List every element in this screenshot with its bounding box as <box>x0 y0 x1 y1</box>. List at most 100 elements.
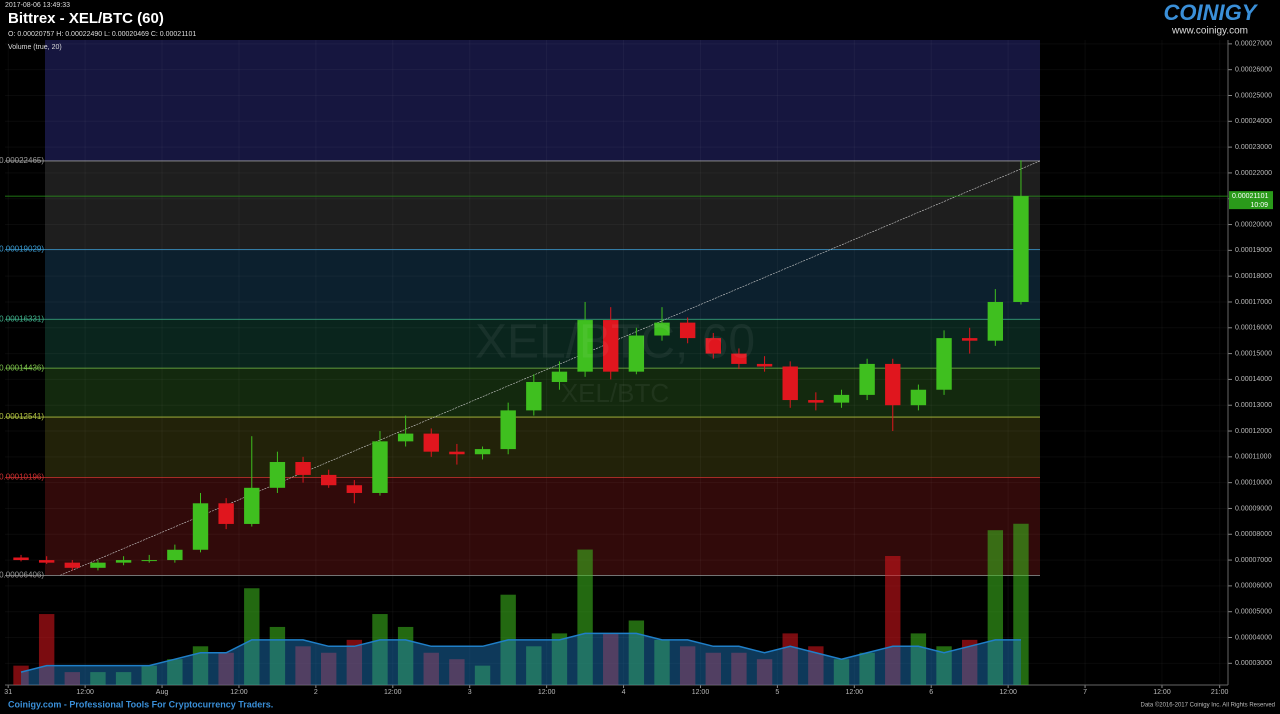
volume-bar <box>1013 523 1029 685</box>
x-tick-label: 12:00 <box>76 689 94 696</box>
candle-body <box>910 389 927 406</box>
candle-body <box>936 338 952 390</box>
x-tick-label: 31 <box>4 689 12 696</box>
y-tick-label: 0.00025000 <box>1235 92 1272 99</box>
last-price-box <box>1229 191 1273 210</box>
candle-body <box>654 322 670 336</box>
volume-bar <box>244 588 260 685</box>
indicator-label: Volume (true, 20) <box>8 44 62 51</box>
x-tick-label: 12:00 <box>384 689 402 696</box>
candle-body <box>551 371 568 382</box>
volume-ma-line <box>20 632 1021 673</box>
countdown: 10:09 <box>1250 202 1268 209</box>
y-tick-label: 0.00026000 <box>1235 67 1272 74</box>
candle-body <box>90 562 106 568</box>
volume-bar <box>90 672 106 685</box>
volume-bar <box>526 646 542 685</box>
volume-ma-area <box>21 633 1021 685</box>
y-tick-label: 0.00014000 <box>1235 376 1272 383</box>
candle-body <box>628 335 645 372</box>
x-tick-label: 7 <box>1083 689 1087 696</box>
y-tick-label: 0.00011000 <box>1235 454 1272 461</box>
volume-bar <box>321 652 337 685</box>
candle-body <box>731 353 747 364</box>
volume-bar <box>64 672 80 685</box>
x-tick-label: 12:00 <box>230 689 248 696</box>
x-tick-label: 12:00 <box>846 689 864 696</box>
volume-bar <box>577 549 593 685</box>
y-tick-label: 0.00004000 <box>1235 634 1272 641</box>
y-tick-label: 0.00005000 <box>1235 609 1272 616</box>
volume-bar <box>782 633 798 685</box>
volume-bar <box>449 659 465 685</box>
candle-body <box>987 301 1004 341</box>
watermark-sub: XEL/BTC <box>561 378 669 408</box>
y-tick-label: 0.00010000 <box>1235 479 1272 486</box>
candle-body <box>141 560 157 562</box>
volume-bar <box>474 665 491 685</box>
candle-body <box>705 338 721 354</box>
y-tick-label: 0.00016000 <box>1235 325 1272 332</box>
candle-body <box>423 433 439 452</box>
y-tick-label: 0.00006000 <box>1235 583 1272 590</box>
y-tick-label: 0.00009000 <box>1235 505 1272 512</box>
x-tick-label: 12:00 <box>692 689 710 696</box>
volume-bar <box>885 556 901 685</box>
x-tick-label: 12:00 <box>999 689 1017 696</box>
volume-bar <box>859 652 875 685</box>
y-tick-label: 0.00008000 <box>1235 531 1272 538</box>
candle-body <box>679 322 696 339</box>
volume-bar <box>987 530 1004 685</box>
candle-body <box>474 449 491 455</box>
logo-url: www.coinigy.com <box>1171 26 1248 37</box>
timestamp: 2017-08-06 13:49:33 <box>5 2 70 9</box>
volume-bar <box>115 672 132 685</box>
candle-body <box>833 394 850 403</box>
ohlc-text: O: 0.00020757 H: 0.00022490 L: 0.0002046… <box>8 31 196 38</box>
candle-body <box>372 441 388 493</box>
candle-body <box>167 549 183 561</box>
fib-label: (0.00022465) <box>0 156 44 165</box>
x-tick-label: 3 <box>468 689 472 696</box>
y-tick-label: 0.00017000 <box>1235 299 1272 306</box>
candle-body <box>218 503 234 524</box>
volume-bar <box>731 652 747 685</box>
footer-right: Data ©2016-2017 Coinigy Inc. All Rights … <box>1141 702 1276 709</box>
fib-band <box>45 160 1040 250</box>
volume-bar <box>218 652 234 685</box>
volume-bar <box>961 639 978 685</box>
candle-body <box>295 461 311 475</box>
candle-body <box>859 363 875 395</box>
volume-bar <box>808 646 824 685</box>
volume-bar <box>372 614 388 685</box>
fib-band <box>45 477 1040 576</box>
candle-body <box>603 320 619 372</box>
x-tick-label: 12:00 <box>1153 689 1171 696</box>
candle-body <box>808 400 824 403</box>
candle-body <box>321 474 337 486</box>
candle-body <box>1013 196 1029 302</box>
fib-label: (0.00019029) <box>0 245 44 254</box>
x-tick-label: Aug <box>156 689 169 696</box>
fib-label: (0.00016331) <box>0 314 44 323</box>
candle-body <box>885 363 901 406</box>
volume-bar <box>628 620 645 685</box>
candle-body <box>961 338 978 341</box>
y-tick-label: 0.00012000 <box>1235 428 1272 435</box>
fib-label: (0.00006406) <box>0 571 44 580</box>
y-tick-label: 0.00019000 <box>1235 247 1272 254</box>
fib-band <box>45 417 1040 478</box>
x-tick-label: 4 <box>622 689 626 696</box>
candle-body <box>64 562 80 568</box>
volume-bar <box>141 665 157 685</box>
x-tick-label: 21:00 <box>1211 689 1229 696</box>
candle-body <box>397 433 414 442</box>
candle-body <box>38 560 55 563</box>
volume-bar <box>167 659 183 685</box>
y-tick-label: 0.00022000 <box>1235 170 1272 177</box>
candle-body <box>244 487 260 524</box>
chart-title: Bittrex - XEL/BTC (60) <box>8 10 164 27</box>
candle-body <box>269 461 286 488</box>
fib-band <box>45 319 1040 369</box>
